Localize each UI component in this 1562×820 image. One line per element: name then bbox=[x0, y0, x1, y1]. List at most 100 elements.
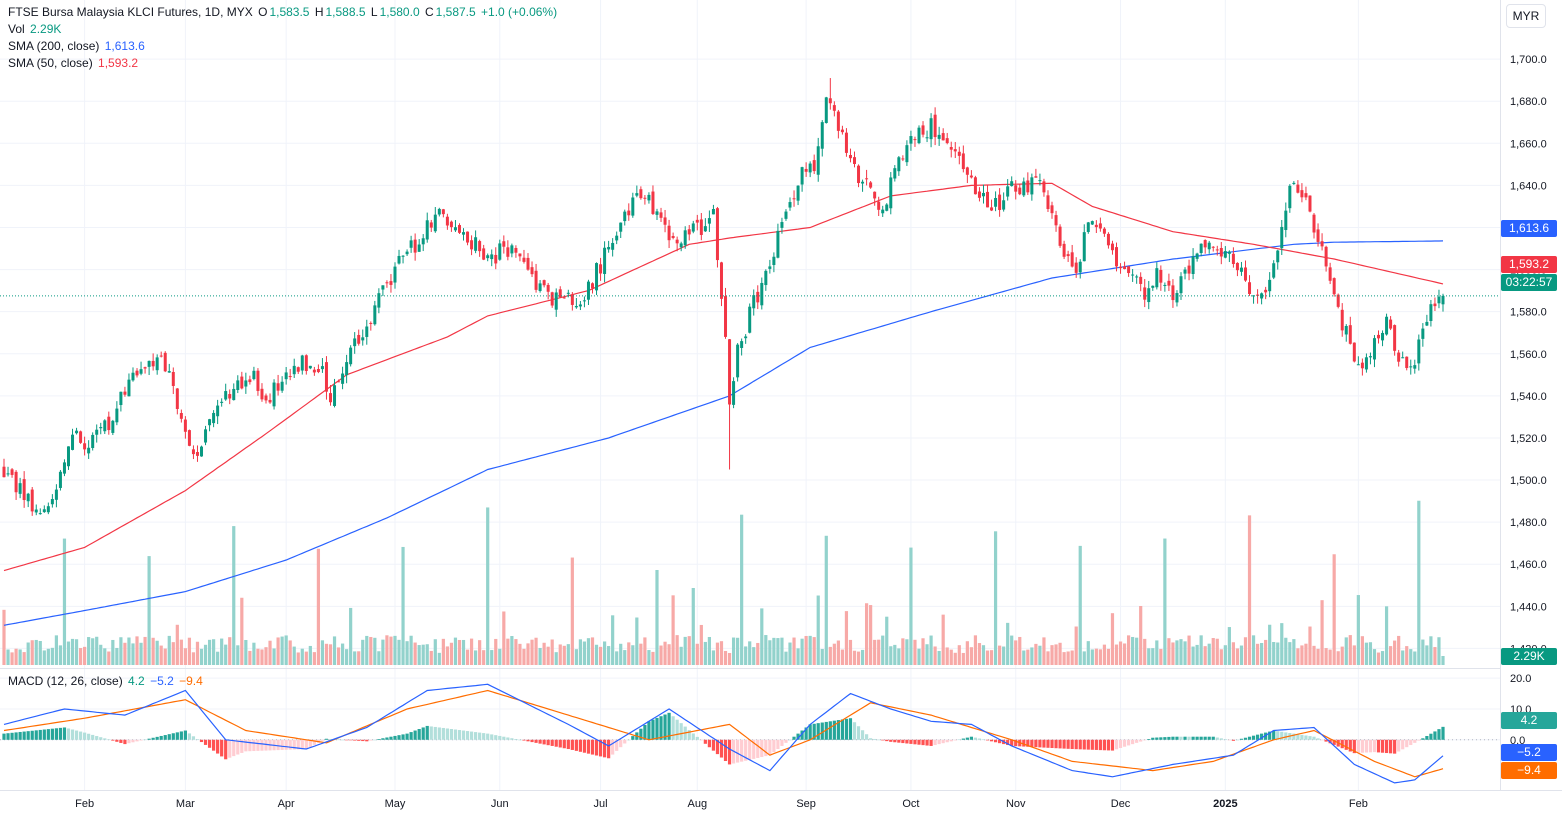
candle-body bbox=[361, 337, 365, 341]
macd-legend[interactable]: MACD (12, 26, close) 4.2 −5.2 −9.4 bbox=[8, 673, 205, 690]
candle-body bbox=[1425, 321, 1429, 326]
macd-hist-bar bbox=[1421, 738, 1425, 740]
candle-body bbox=[844, 132, 848, 153]
volume-bar bbox=[437, 652, 441, 665]
volume-bar bbox=[127, 637, 131, 665]
volume-bar bbox=[1397, 635, 1401, 665]
volume-bar bbox=[1336, 651, 1340, 665]
macd-hist-bar bbox=[1312, 736, 1316, 740]
candle-body bbox=[1163, 284, 1167, 286]
volume-bar bbox=[1393, 640, 1397, 665]
volume-bar bbox=[1304, 643, 1308, 665]
macd-hist-bar bbox=[308, 739, 312, 747]
candle-body bbox=[429, 222, 433, 228]
volume-bar bbox=[179, 639, 183, 665]
macd-hist-bar bbox=[723, 739, 728, 761]
candle-body bbox=[1203, 240, 1207, 248]
volume-bar bbox=[804, 635, 808, 665]
macd-hist-bar bbox=[1135, 739, 1139, 743]
sma50-legend[interactable]: SMA (50, close) 1,593.2 bbox=[8, 55, 140, 72]
macd-hist-bar bbox=[921, 739, 925, 746]
macd-hist-bar bbox=[945, 739, 949, 743]
candle-body bbox=[1090, 221, 1094, 225]
candle-body bbox=[18, 483, 22, 494]
candle-body bbox=[869, 182, 873, 188]
volume-bar bbox=[18, 649, 22, 665]
candle-body bbox=[627, 210, 631, 216]
volume-bar bbox=[1171, 642, 1175, 665]
volume-bar bbox=[461, 639, 466, 665]
candle-body bbox=[337, 381, 341, 383]
volume-bar bbox=[1328, 649, 1332, 665]
volume-bar bbox=[808, 635, 812, 665]
macd-hist-bar bbox=[1231, 739, 1235, 741]
macd-hist-bar bbox=[228, 739, 232, 758]
macd-hist-bar bbox=[1122, 739, 1127, 747]
macd-hist-bar bbox=[175, 732, 179, 740]
macd-hist-bar bbox=[776, 739, 780, 750]
sma200-legend[interactable]: SMA (200, close) 1,613.6 bbox=[8, 38, 147, 55]
volume-bar bbox=[377, 651, 381, 665]
price-axis[interactable]: 1,700.01,680.01,660.01,640.01,620.01,600… bbox=[1510, 54, 1547, 655]
volume-bar bbox=[860, 649, 865, 665]
macd-hist-bar bbox=[1151, 737, 1155, 740]
macd-hist-bar bbox=[1340, 739, 1344, 749]
volume-bar bbox=[361, 639, 365, 665]
candle-body bbox=[183, 419, 187, 432]
candle-body bbox=[607, 246, 611, 250]
volume-bar bbox=[107, 651, 111, 665]
candle-body bbox=[328, 393, 332, 403]
macd-hist-bar bbox=[429, 726, 433, 740]
volume-bar bbox=[103, 648, 107, 665]
symbol-title[interactable]: FTSE Bursa Malaysia KLCI Futures, 1D, MY… bbox=[8, 5, 253, 19]
volume-bar bbox=[562, 645, 566, 665]
candle-body bbox=[244, 380, 248, 387]
volume-bar bbox=[748, 641, 752, 665]
candle-body bbox=[1171, 285, 1175, 301]
volume-bar bbox=[844, 611, 849, 665]
candle-body bbox=[482, 248, 486, 260]
candle-body bbox=[107, 416, 111, 431]
volume-legend[interactable]: Vol 2.29K bbox=[8, 21, 63, 38]
candle-body bbox=[232, 388, 236, 401]
candle-body bbox=[736, 344, 740, 378]
macd-hist-bar bbox=[345, 739, 349, 741]
candle-body bbox=[514, 247, 518, 253]
macd-hist-bar bbox=[550, 739, 554, 746]
candle-body bbox=[135, 370, 139, 376]
candle-body bbox=[369, 322, 373, 324]
macd-hist-bar bbox=[864, 734, 869, 740]
volume-bar bbox=[651, 651, 655, 665]
macd-hist-bar bbox=[1082, 739, 1086, 750]
candle-body bbox=[768, 266, 772, 269]
volume-bar bbox=[308, 645, 312, 665]
macd-hist-bar bbox=[1409, 739, 1413, 746]
currency-button[interactable]: MYR bbox=[1506, 4, 1546, 28]
volume-bar bbox=[167, 635, 171, 665]
time-tick-label: Nov bbox=[1006, 798, 1026, 810]
candle-body bbox=[490, 254, 494, 260]
countdown-tag: 03:22:57 bbox=[1501, 274, 1557, 291]
macd-hist-bar bbox=[300, 739, 304, 750]
volume-bar bbox=[1360, 636, 1364, 665]
volume-bar bbox=[736, 637, 740, 665]
macd-hist-bar bbox=[1364, 739, 1369, 753]
macd-hist-bar bbox=[1070, 739, 1074, 750]
candle-body bbox=[1131, 274, 1135, 276]
macd-hist-bar bbox=[727, 739, 732, 765]
volume-bar bbox=[433, 639, 437, 665]
time-axis[interactable]: Feb Mar Apr May Jun Jul Aug Sep Oct Nov Dec 2025 Feb bbox=[75, 798, 1368, 810]
candle-body bbox=[131, 372, 135, 381]
candle-body bbox=[1336, 294, 1340, 307]
volume-bar bbox=[578, 639, 583, 665]
candle-body bbox=[667, 225, 671, 241]
volume-bar bbox=[74, 639, 79, 665]
macd-hist-bar bbox=[1078, 739, 1082, 750]
candle-body bbox=[119, 391, 123, 406]
volume-bar bbox=[1280, 623, 1284, 665]
macd-hist-bar bbox=[905, 739, 909, 744]
volume-bar bbox=[1086, 641, 1090, 665]
candle-body bbox=[1433, 303, 1437, 307]
candle-body bbox=[848, 154, 852, 159]
